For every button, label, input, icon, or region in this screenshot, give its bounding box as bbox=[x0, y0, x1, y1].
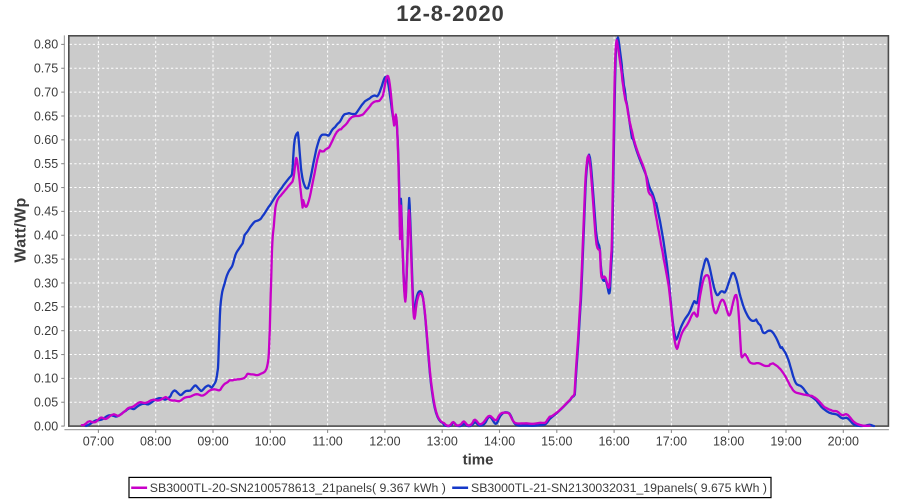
svg-text:07:00: 07:00 bbox=[83, 435, 114, 449]
svg-text:Watt/Wp: Watt/Wp bbox=[13, 197, 30, 262]
svg-text:0.35: 0.35 bbox=[34, 252, 58, 266]
svg-text:0.30: 0.30 bbox=[34, 276, 58, 290]
svg-text:0.20: 0.20 bbox=[34, 324, 58, 338]
svg-text:16:00: 16:00 bbox=[598, 435, 629, 449]
svg-text:time: time bbox=[463, 452, 494, 469]
svg-text:0.15: 0.15 bbox=[34, 348, 58, 362]
svg-text:20:00: 20:00 bbox=[828, 435, 859, 449]
svg-text:09:00: 09:00 bbox=[197, 435, 228, 449]
svg-text:0.75: 0.75 bbox=[34, 62, 58, 76]
svg-text:10:00: 10:00 bbox=[255, 435, 286, 449]
svg-text:0.10: 0.10 bbox=[34, 372, 58, 386]
svg-text:0.70: 0.70 bbox=[34, 85, 58, 99]
svg-text:11:00: 11:00 bbox=[312, 435, 342, 449]
svg-text:12:00: 12:00 bbox=[369, 435, 400, 449]
svg-text:0.25: 0.25 bbox=[34, 300, 58, 314]
svg-text:0.40: 0.40 bbox=[34, 229, 58, 243]
svg-text:0.65: 0.65 bbox=[34, 109, 58, 123]
svg-text:0.00: 0.00 bbox=[34, 419, 58, 433]
svg-text:12-8-2020: 12-8-2020 bbox=[396, 1, 504, 26]
svg-text:17:00: 17:00 bbox=[656, 435, 687, 449]
svg-text:19:00: 19:00 bbox=[770, 435, 801, 449]
svg-text:0.05: 0.05 bbox=[34, 396, 58, 410]
svg-text:0.55: 0.55 bbox=[34, 157, 58, 171]
svg-text:SB3000TL-21-SN2130032031_19pan: SB3000TL-21-SN2130032031_19panels( 9.675… bbox=[471, 481, 767, 495]
svg-text:13:00: 13:00 bbox=[427, 435, 458, 449]
svg-text:14:00: 14:00 bbox=[484, 435, 515, 449]
svg-text:SB3000TL-20-SN2100578613_21pan: SB3000TL-20-SN2100578613_21panels( 9.367… bbox=[150, 481, 446, 495]
svg-text:15:00: 15:00 bbox=[541, 435, 572, 449]
svg-text:18:00: 18:00 bbox=[713, 435, 744, 449]
svg-text:0.80: 0.80 bbox=[34, 38, 58, 52]
svg-text:08:00: 08:00 bbox=[140, 435, 171, 449]
svg-text:0.60: 0.60 bbox=[34, 133, 58, 147]
svg-text:0.45: 0.45 bbox=[34, 205, 58, 219]
svg-text:0.50: 0.50 bbox=[34, 181, 58, 195]
